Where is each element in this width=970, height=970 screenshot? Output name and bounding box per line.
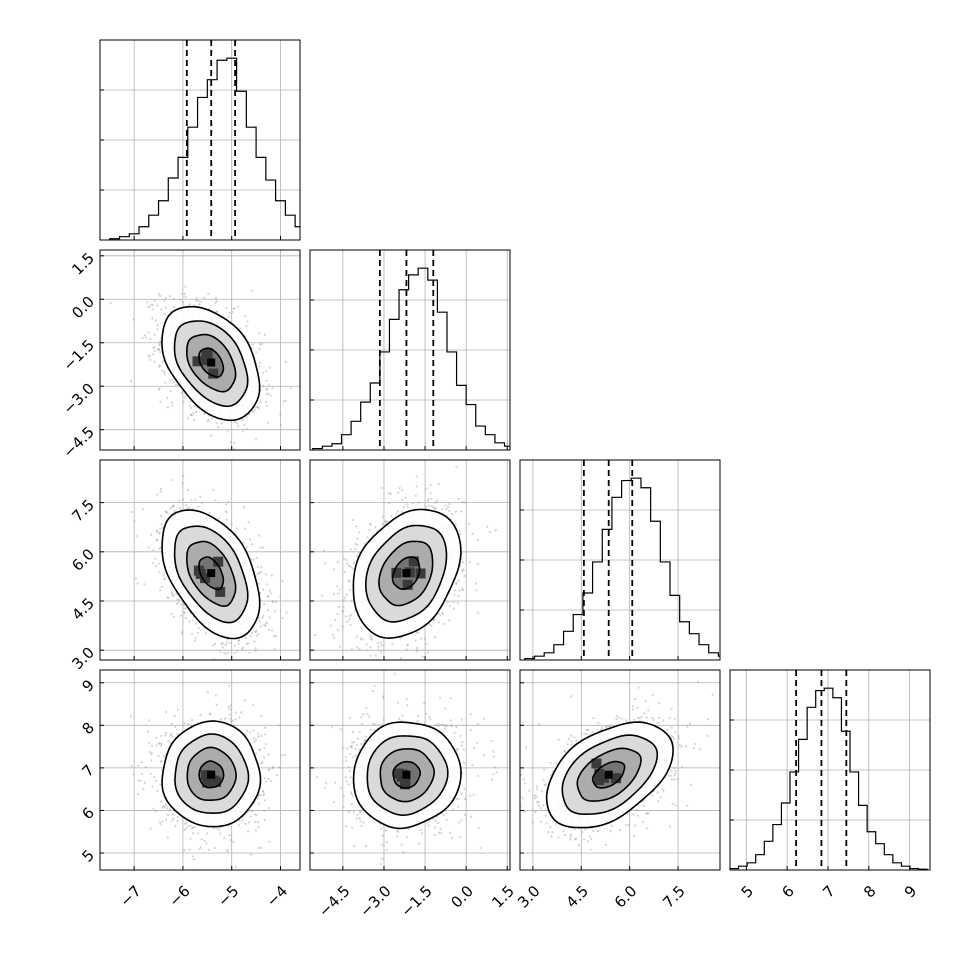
y-tick-labels-2: 3.0 4.5 6.0 7.5	[68, 496, 98, 673]
y-tick-label: 6	[79, 804, 98, 823]
contour-line-0	[391, 556, 421, 590]
x-tick-label: −5	[214, 882, 242, 910]
contour-line-3	[352, 508, 462, 639]
histogram-step-line	[524, 477, 720, 660]
histogram-step-line	[109, 57, 300, 240]
y-tick-label: 7	[79, 761, 98, 780]
density-core	[591, 758, 622, 786]
histogram-step-line	[730, 687, 928, 870]
contour-line-1	[379, 748, 436, 803]
contour-line-1	[378, 540, 434, 607]
x-tick-label: −3.0	[356, 882, 394, 920]
x-tick-label: −7	[117, 882, 145, 910]
contour-line-0	[591, 760, 626, 789]
contour-line-3	[161, 305, 261, 422]
y-tick-label: 7.5	[68, 496, 98, 526]
x-tick-labels-1: −4.5 −3.0 −1.5 0.0 1.5	[315, 882, 518, 920]
contour-line-3	[352, 721, 462, 830]
axes-frame	[519, 669, 721, 871]
contour-line-2	[561, 734, 659, 815]
peak-marker	[207, 770, 216, 779]
x-tick-label: 7.5	[659, 882, 689, 912]
contour-line-0	[198, 556, 225, 591]
y-tick-labels-3: 5 6 7 8 9	[79, 676, 98, 866]
x-tick-label: 6.0	[611, 882, 641, 912]
contour-line-1	[185, 540, 237, 608]
y-tick-labels-1: −4.5 −3.0 −1.5 0.0 1.5	[60, 249, 98, 461]
x-tick-label: 4.5	[562, 882, 592, 912]
histogram-panel-0	[99, 39, 301, 241]
x-tick-labels-2: 3.0 4.5 6.0 7.5	[514, 882, 689, 912]
contour-line-1	[576, 747, 642, 802]
contour-line-3	[161, 720, 262, 828]
axes-frame	[309, 669, 511, 871]
contour-line-1	[186, 333, 237, 393]
contour-line-2	[366, 735, 449, 817]
axes-frame	[309, 459, 511, 661]
contour-line-2	[174, 733, 250, 815]
histogram-panel-2	[519, 459, 721, 661]
y-tick-label: 8	[79, 719, 98, 738]
peak-marker	[604, 770, 613, 779]
peak-marker	[402, 770, 411, 779]
x-tick-labels-3: 5 6 7 8 9	[738, 882, 921, 901]
pair-panel-2-1	[309, 459, 511, 661]
pair-panel-3-1	[309, 669, 511, 871]
y-tick-label: 1.5	[68, 249, 98, 279]
peak-marker	[207, 569, 216, 578]
contour-line-0	[392, 760, 421, 789]
density-core	[192, 348, 219, 379]
x-tick-label: −6	[165, 882, 193, 910]
contour-line-0	[198, 347, 225, 378]
y-tick-label: −3.0	[60, 380, 98, 418]
peak-marker	[402, 569, 411, 578]
contour-line-3	[545, 721, 674, 829]
x-tick-label: 9	[901, 882, 920, 901]
peak-marker	[207, 358, 216, 367]
y-tick-label: −1.5	[60, 336, 98, 374]
pair-panel-3-0	[99, 669, 301, 871]
y-tick-label: 9	[79, 676, 98, 695]
y-tick-label: 4.5	[68, 594, 98, 624]
y-tick-label: 0.0	[68, 293, 98, 323]
pair-panel-2-0	[99, 459, 301, 661]
pair-panel-3-2	[519, 669, 721, 871]
pair-panel-1-0	[99, 249, 301, 451]
contour-line-2	[364, 524, 448, 623]
histogram-panel-3	[729, 669, 931, 871]
contour-line-1	[186, 746, 237, 801]
x-tick-label: −4	[263, 882, 291, 910]
x-tick-label: −1.5	[397, 882, 435, 920]
contour-line-0	[198, 760, 225, 789]
y-tick-label: 6.0	[68, 545, 98, 575]
x-tick-label: 1.5	[488, 882, 518, 912]
y-tick-label: 3.0	[68, 643, 98, 673]
x-tick-label: 8	[860, 882, 879, 901]
x-tick-label: −4.5	[315, 882, 353, 920]
contour-line-3	[161, 509, 261, 640]
axes-frame	[99, 669, 301, 871]
x-tick-label: 6	[778, 882, 797, 901]
axes-frame	[99, 249, 301, 451]
x-tick-label: 7	[819, 882, 838, 901]
x-tick-label: 5	[738, 882, 757, 901]
x-tick-labels-0: −7 −6 −5 −4	[117, 882, 292, 910]
axes-frame	[99, 459, 301, 661]
y-tick-label: −4.5	[60, 423, 98, 461]
histogram-step-line	[312, 267, 510, 450]
contour-line-2	[173, 320, 249, 408]
histogram-panel-1	[309, 249, 511, 451]
x-tick-label: 0.0	[447, 882, 477, 912]
x-tick-label: 3.0	[514, 882, 544, 912]
contour-line-2	[173, 525, 249, 624]
y-tick-label: 5	[79, 846, 98, 865]
